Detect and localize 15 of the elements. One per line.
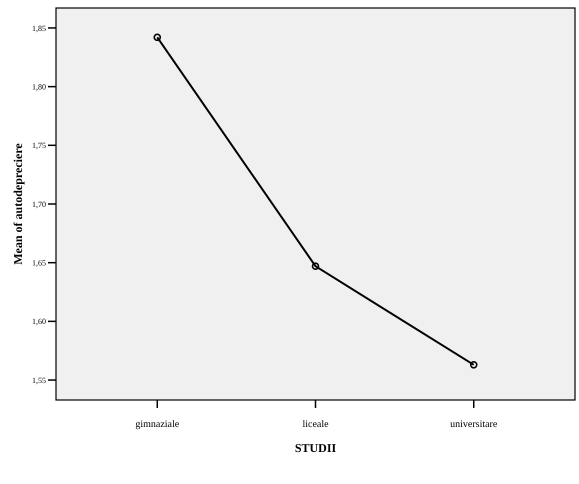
y-tick-label: 1,65 — [32, 258, 46, 268]
point — [312, 262, 320, 270]
y-tick-label: 1,55 — [32, 376, 46, 385]
point — [153, 34, 162, 42]
x-axis-title: STUDII — [294, 441, 336, 455]
y-axis-title: Mean of autodepreciere — [11, 142, 25, 265]
x-tick-label: liceale — [302, 419, 330, 430]
y-tick-label: 1,80 — [32, 82, 46, 92]
x-tick-label: universitare — [450, 419, 498, 430]
x-tick-label: gimnaziale — [135, 419, 180, 430]
y-tick-label: 1,60 — [32, 317, 46, 326]
y-tick-label: 1,70 — [32, 200, 46, 209]
point — [470, 360, 478, 369]
y-tick-label: 1,75 — [32, 141, 46, 150]
y-tick-label: 1,85 — [32, 24, 46, 33]
